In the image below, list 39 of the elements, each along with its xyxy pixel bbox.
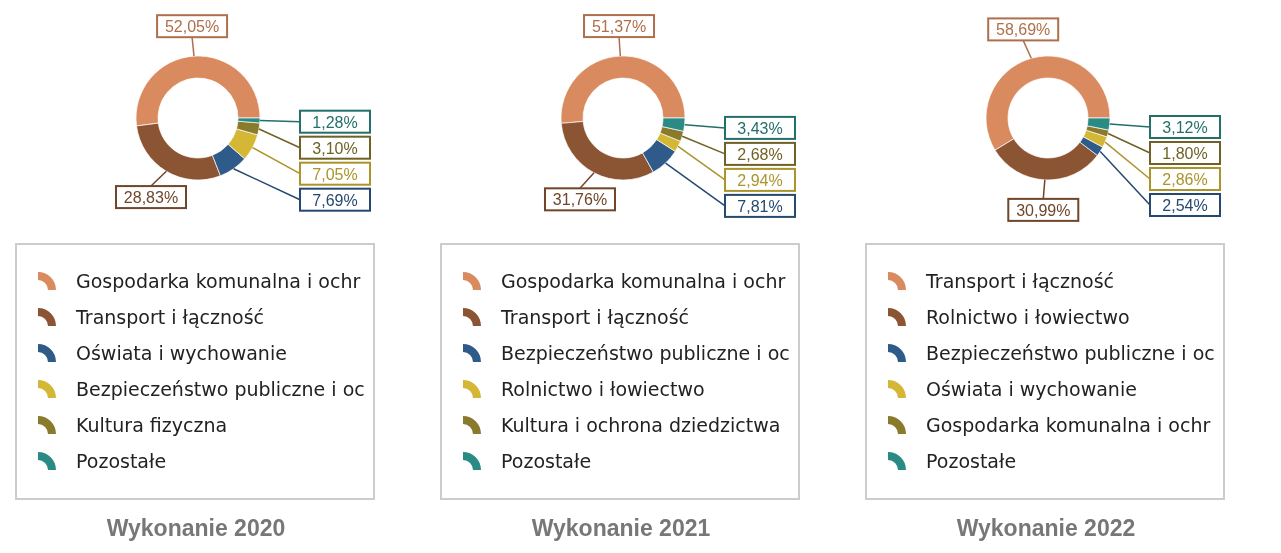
data-label: 51,37% <box>591 18 647 36</box>
data-label: 2,86% <box>1162 171 1208 188</box>
legend-label: Gospodarka komunalna i ochr <box>926 414 1211 436</box>
data-label: 2,94% <box>737 171 783 189</box>
legend-label: Oświata i wychowanie <box>926 378 1137 400</box>
text: Wykonanie 2020 <box>106 515 286 541</box>
data-label: 3,12% <box>1162 119 1208 136</box>
legend-label: Gospodarka komunalna i ochr <box>76 270 361 292</box>
data-label: 31,76% <box>552 191 608 209</box>
data-label: 52,05% <box>164 18 220 36</box>
legend-label: Bezpieczeństwo publiczne i oc <box>501 342 790 364</box>
legend-label: Transport i łączność <box>75 306 264 328</box>
legend-label: Rolnictwo i łowiectwo <box>501 378 705 400</box>
data-label: 3,43% <box>737 119 783 137</box>
data-label: 1,28% <box>312 113 358 131</box>
legend-label: Pozostałe <box>501 450 592 472</box>
legend-label: Bezpieczeństwo publiczne i oc <box>76 378 365 400</box>
legend-label: Rolnictwo i łowiectwo <box>926 306 1130 328</box>
text: Wykonanie 2021 <box>531 515 711 541</box>
legend-label: Oświata i wychowanie <box>76 342 287 364</box>
data-label: 2,68% <box>737 145 783 163</box>
data-label: 7,81% <box>737 197 783 215</box>
data-label: 58,69% <box>996 21 1051 39</box>
data-label: 7,05% <box>312 165 358 183</box>
legend-label: Pozostałe <box>926 450 1017 472</box>
legend-label: Kultura fizyczna <box>76 414 228 436</box>
legend-label: Pozostałe <box>76 450 167 472</box>
data-label: 7,69% <box>312 191 358 209</box>
data-label: 1,80% <box>1162 145 1208 162</box>
legend-label: Transport i łączność <box>500 306 689 328</box>
legend-label: Bezpieczeństwo publiczne i oc <box>926 342 1215 364</box>
data-label: 30,99% <box>1016 201 1071 219</box>
legend-label: Kultura i ochrona dziedzictwa <box>501 414 781 436</box>
data-label: 2,54% <box>1162 197 1208 214</box>
data-label: 3,10% <box>312 139 358 157</box>
data-label: 28,83% <box>123 189 179 207</box>
text: Wykonanie 2022 <box>956 515 1136 541</box>
legend-label: Transport i łączność <box>925 270 1114 292</box>
legend-label: Gospodarka komunalna i ochr <box>501 270 786 292</box>
